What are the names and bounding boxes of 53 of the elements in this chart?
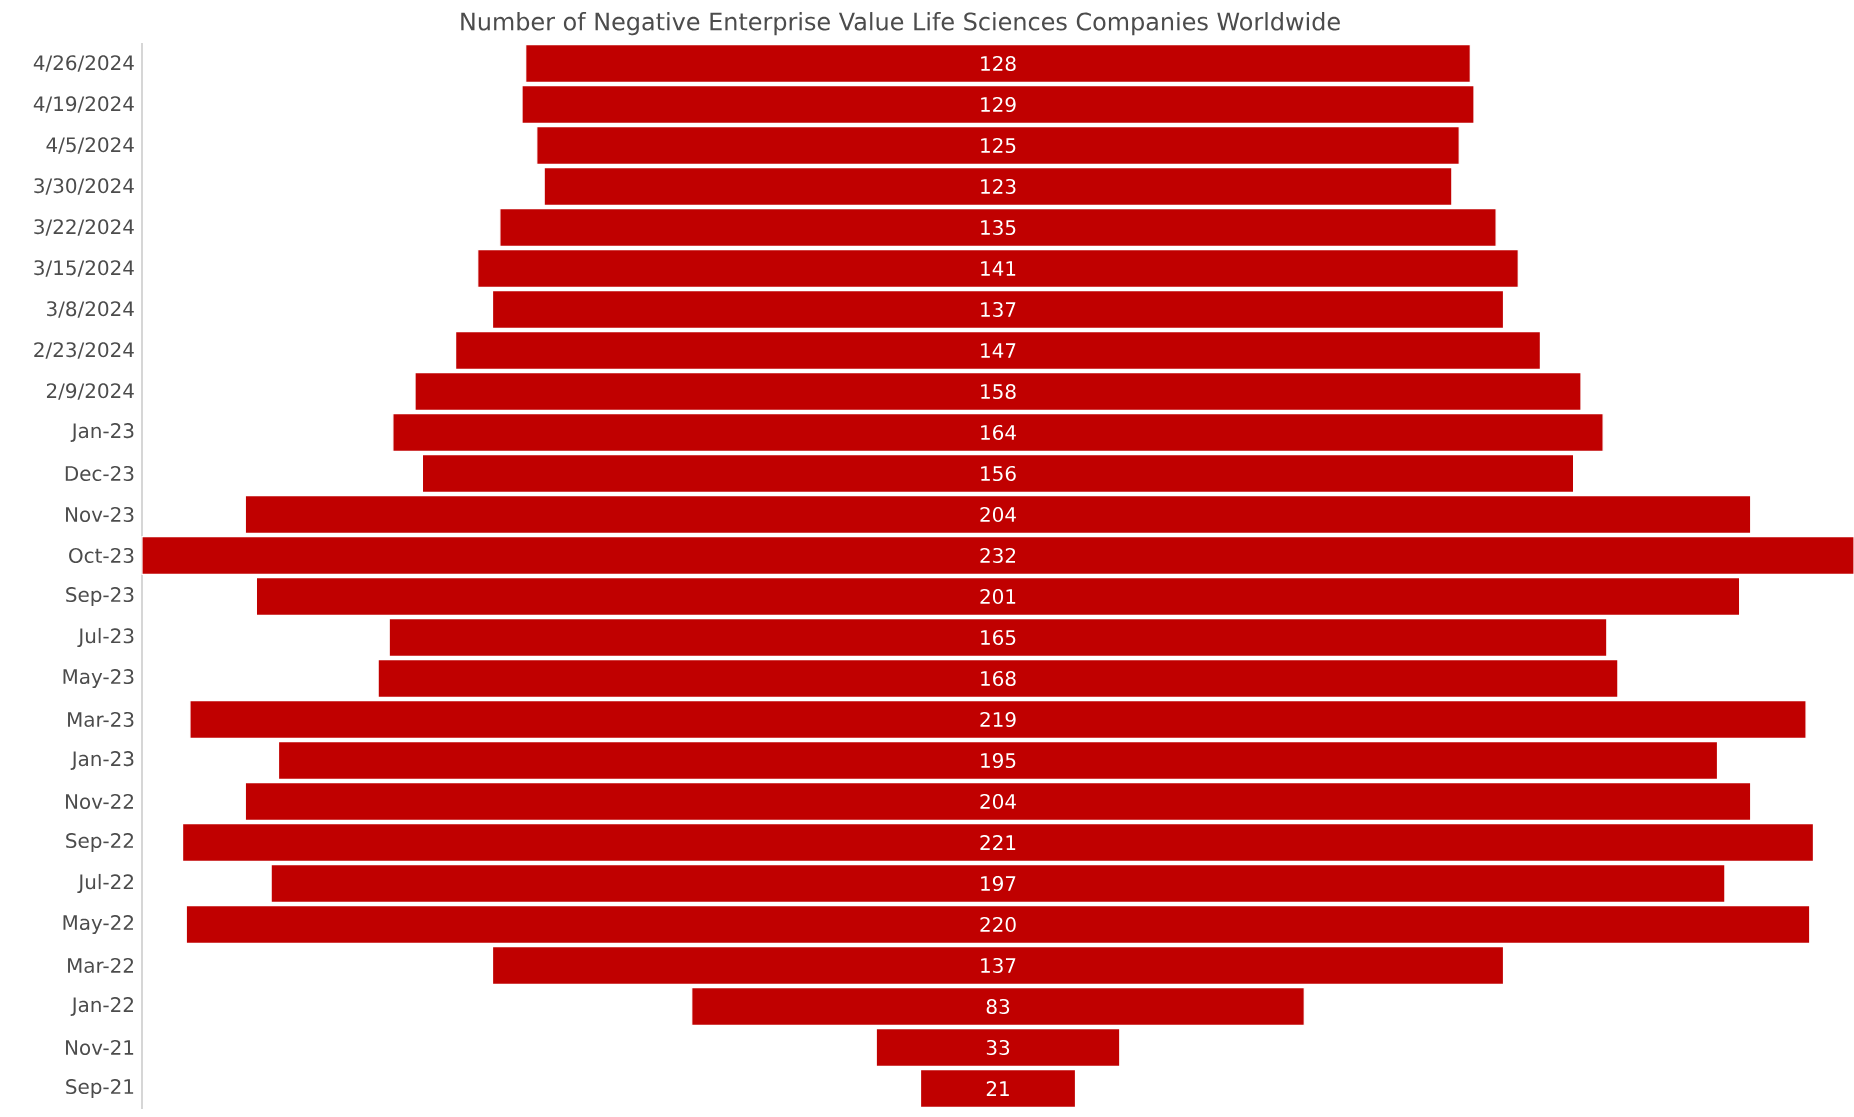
data-label: 232 bbox=[980, 547, 1016, 564]
data-label: 221 bbox=[980, 835, 1016, 850]
category-label: 4/26/2024 bbox=[33, 55, 134, 72]
data-label: 164 bbox=[981, 424, 1016, 441]
category-label: Sep-21 bbox=[66, 1079, 134, 1098]
data-label: 135 bbox=[981, 219, 1016, 236]
data-label: 195 bbox=[981, 752, 1016, 769]
data-label: 201 bbox=[980, 588, 1016, 605]
category-label: Mar-22 bbox=[68, 957, 133, 974]
data-label: 158 bbox=[981, 383, 1016, 400]
category-label: 4/19/2024 bbox=[33, 96, 134, 113]
data-label: 33 bbox=[986, 1039, 1010, 1056]
data-label: 168 bbox=[981, 670, 1016, 687]
category-label: Jan-22 bbox=[70, 997, 133, 1016]
category-label: Jul-22 bbox=[77, 873, 133, 894]
data-label: 147 bbox=[981, 343, 1016, 358]
category-label: Jan-23 bbox=[70, 751, 134, 770]
category-label: 3/22/2024 bbox=[34, 219, 134, 236]
category-label: Dec-23 bbox=[65, 465, 134, 482]
category-label: 3/30/2024 bbox=[34, 178, 134, 195]
data-label: 204 bbox=[980, 506, 1016, 523]
category-label: Jul-23 bbox=[77, 627, 134, 648]
data-label: 137 bbox=[981, 301, 1016, 318]
category-label: 4/5/2024 bbox=[46, 137, 134, 154]
category-label: 2/23/2024 bbox=[34, 342, 134, 359]
data-label: 125 bbox=[981, 137, 1016, 154]
data-label: 128 bbox=[981, 55, 1016, 72]
category-label: Oct-23 bbox=[69, 547, 134, 564]
data-label: 165 bbox=[981, 629, 1016, 646]
data-label: 220 bbox=[980, 916, 1016, 933]
category-label: May-22 bbox=[63, 915, 133, 934]
data-label: 83 bbox=[986, 998, 1010, 1015]
category-label: 3/15/2024 bbox=[34, 260, 134, 277]
category-label: Sep-23 bbox=[66, 587, 134, 606]
category-label: Mar-23 bbox=[68, 711, 134, 728]
category-label: Nov-21 bbox=[66, 1039, 134, 1056]
data-label: 21 bbox=[986, 1081, 1009, 1096]
category-label: Sep-22 bbox=[66, 833, 133, 852]
data-label: 123 bbox=[981, 178, 1016, 195]
text: Number of Negative Enterprise Value Life Sciences Companies Worldwide bbox=[461, 12, 1340, 36]
data-label: 219 bbox=[980, 711, 1016, 728]
category-label: May-23 bbox=[63, 669, 134, 688]
data-label: 197 bbox=[981, 875, 1016, 892]
category-label: 3/8/2024 bbox=[47, 301, 134, 318]
category-label: Nov-23 bbox=[66, 506, 134, 523]
data-label: 137 bbox=[981, 957, 1016, 974]
data-label: 141 bbox=[981, 261, 1016, 276]
category-label: Nov-22 bbox=[66, 793, 133, 810]
data-label: 204 bbox=[980, 793, 1016, 810]
category-label: Jan-23 bbox=[70, 423, 134, 442]
data-label: 129 bbox=[981, 96, 1016, 113]
category-label: 2/9/2024 bbox=[46, 383, 134, 400]
data-label: 156 bbox=[981, 465, 1016, 482]
